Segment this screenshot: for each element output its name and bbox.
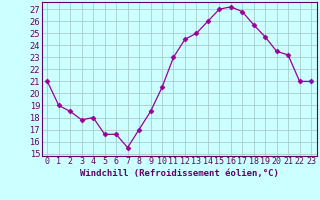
X-axis label: Windchill (Refroidissement éolien,°C): Windchill (Refroidissement éolien,°C) bbox=[80, 169, 279, 178]
